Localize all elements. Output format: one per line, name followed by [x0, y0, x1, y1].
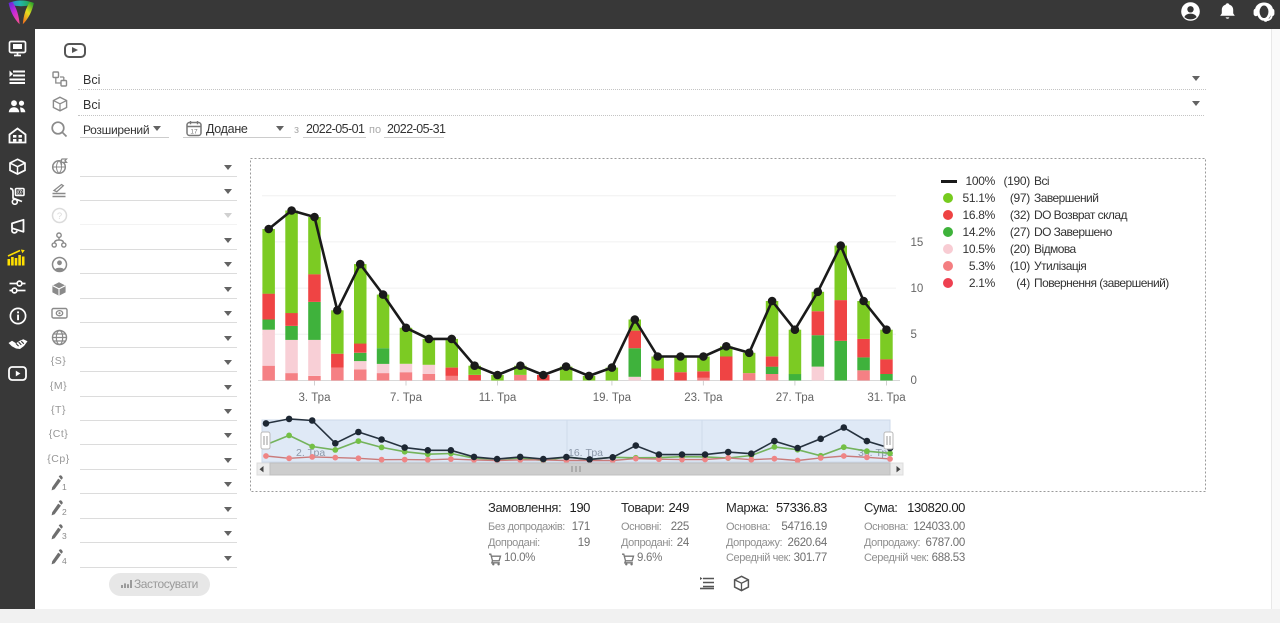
svg-text:17: 17	[190, 129, 198, 136]
svg-text:16. Тра: 16. Тра	[568, 447, 603, 459]
svg-text:7. Тра: 7. Тра	[390, 392, 423, 404]
svg-text:31. Тра: 31. Тра	[867, 392, 906, 404]
svg-text:5: 5	[911, 329, 917, 341]
svg-text:10: 10	[911, 283, 924, 295]
svg-text:11. Тра: 11. Тра	[479, 392, 517, 404]
svg-text:3. Тра: 3. Тра	[299, 392, 332, 404]
svg-text:@: @	[16, 189, 23, 196]
svg-text:?: ?	[57, 211, 62, 222]
svg-text:19. Тра: 19. Тра	[593, 392, 632, 404]
svg-text:27. Тра: 27. Тра	[776, 392, 815, 404]
svg-text:2. Тра: 2. Тра	[296, 447, 325, 459]
svg-text:0: 0	[911, 375, 917, 387]
svg-text:23. Тра: 23. Тра	[684, 392, 723, 404]
svg-text:15: 15	[911, 237, 924, 249]
